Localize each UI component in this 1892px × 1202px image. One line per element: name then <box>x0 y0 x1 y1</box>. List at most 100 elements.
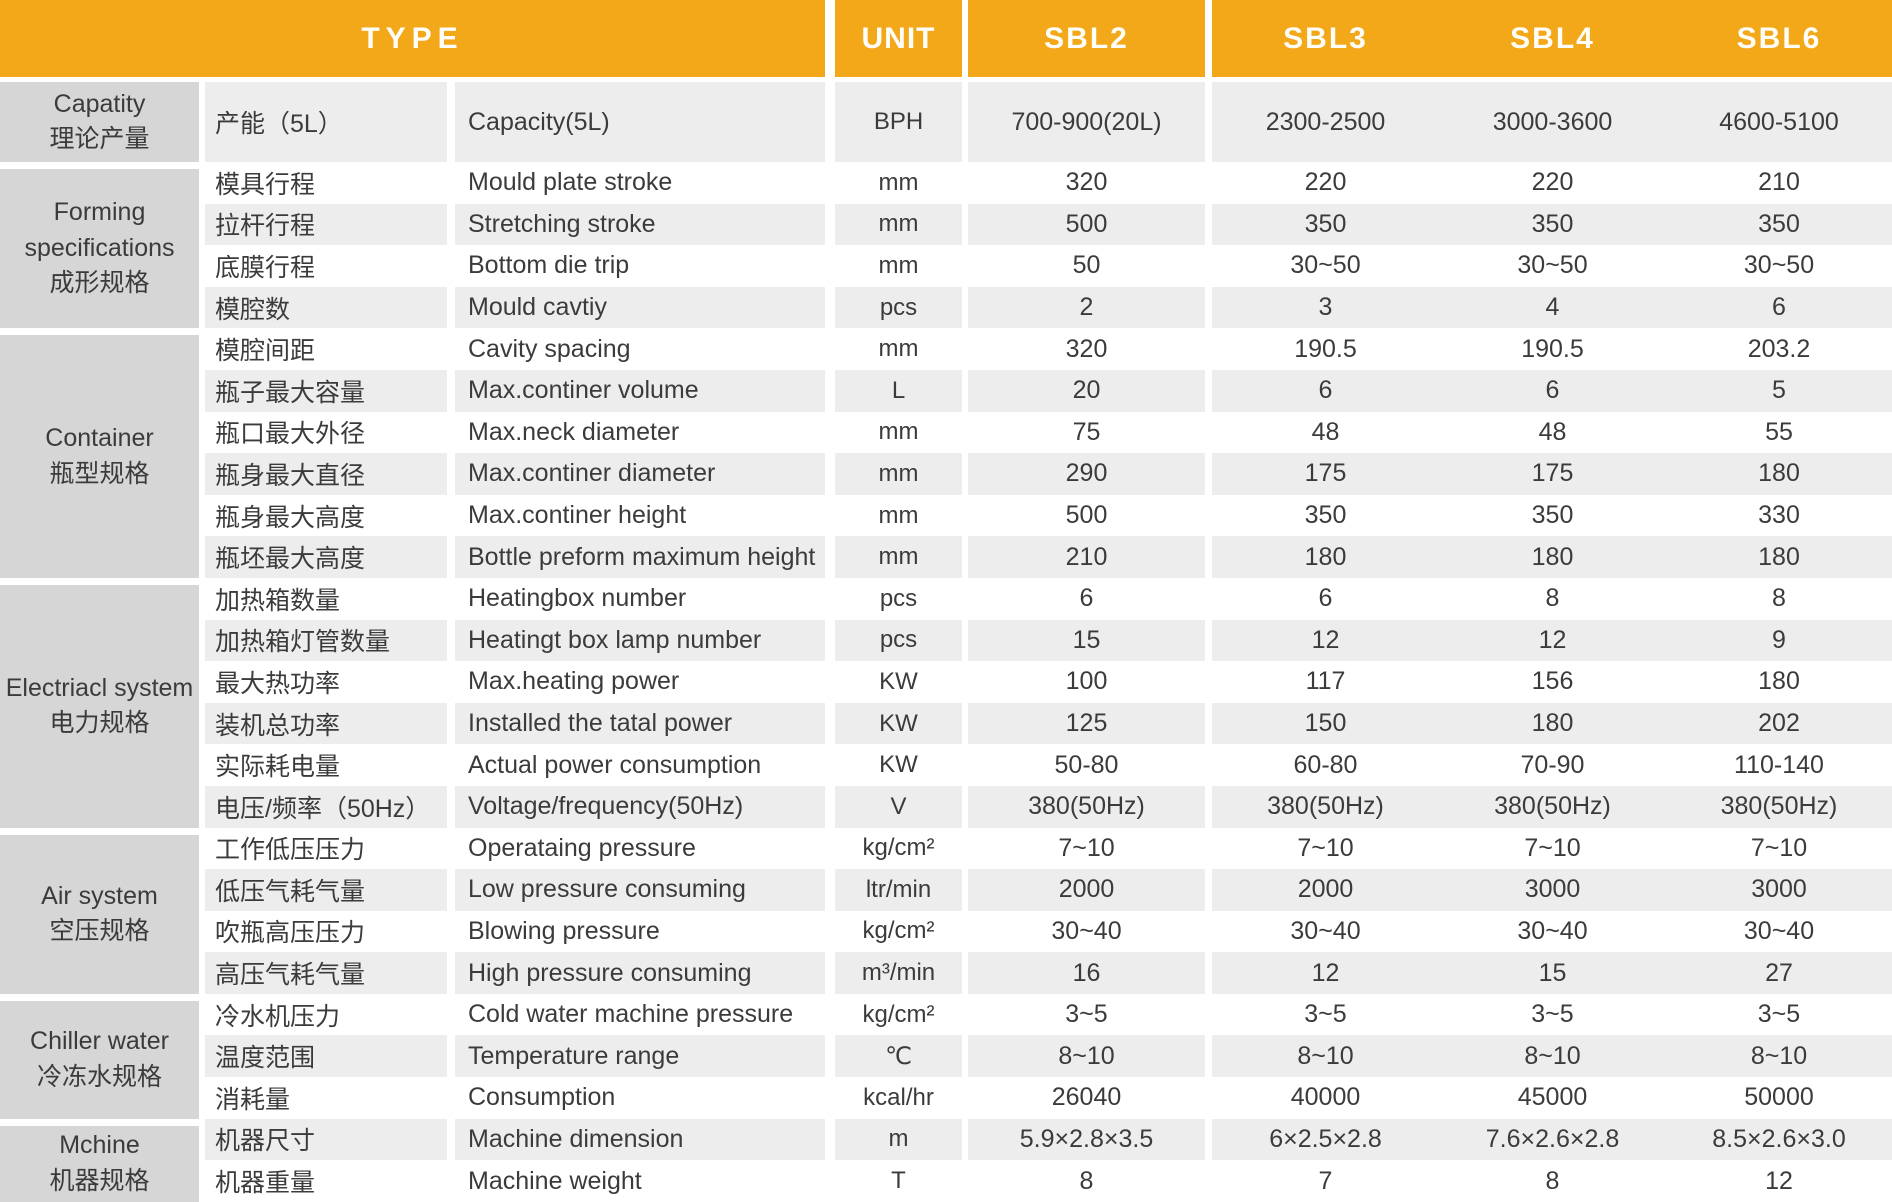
row-value-sbl3: 117 <box>1212 661 1439 703</box>
row-label-cn: 模腔数 <box>205 286 447 329</box>
row-label-cn: 瓶口最大外径 <box>205 411 447 454</box>
row-label-en: Mould plate stroke <box>455 162 825 204</box>
row-value-sbl3: 48 <box>1212 411 1439 454</box>
row-value-sbl3: 180 <box>1212 536 1439 578</box>
row-label-cn: 消耗量 <box>205 1077 447 1119</box>
row-value-sbl4: 3000 <box>1439 869 1666 911</box>
row-value-sbl4: 380(50Hz) <box>1439 785 1666 828</box>
row-label-en: Consumption <box>455 1077 825 1119</box>
group-label-cn: 瓶型规格 <box>49 459 150 488</box>
row-label-en: Max.continer height <box>455 494 825 537</box>
group-label: Air system 空压规格 <box>0 827 199 994</box>
group-label-cn: 理论产量 <box>49 125 150 153</box>
row-unit: ltr/min <box>835 869 962 911</box>
row-value-sbl4: 3000-3600 <box>1439 82 1666 162</box>
row-label-en: Max.continer diameter <box>455 453 825 495</box>
row-value-sbl4: 350 <box>1439 203 1666 246</box>
row-value-sbl6: 27 <box>1666 952 1892 994</box>
header-unit: UNIT <box>835 0 962 77</box>
row-value-sbl2: 6 <box>968 577 1205 620</box>
row-value-sbl3: 6×2.5×2.8 <box>1212 1118 1439 1161</box>
row-value-sbl6: 30~40 <box>1666 910 1892 953</box>
row-value-sbl3: 6 <box>1212 369 1439 412</box>
row-value-sbl4: 3~5 <box>1439 993 1666 1036</box>
row-label-en: Stretching stroke <box>455 203 825 246</box>
row-label-cn: 吹瓶高压压力 <box>205 910 447 953</box>
row-value-sbl6: 3~5 <box>1666 993 1892 1036</box>
row-label-en: Bottle preform maximum height <box>455 536 825 578</box>
row-value-sbl2: 500 <box>968 494 1205 537</box>
row-label-cn: 模腔间距 <box>205 328 447 370</box>
row-value-sbl3: 40000 <box>1212 1077 1439 1119</box>
row-label-en: Installed the tatal power <box>455 702 825 745</box>
row-label-cn: 加热箱灯管数量 <box>205 619 447 662</box>
row-value-sbl4: 8 <box>1439 577 1666 620</box>
row-unit: mm <box>835 162 962 204</box>
row-value-sbl6: 180 <box>1666 536 1892 578</box>
row-label-cn: 机器尺寸 <box>205 1118 447 1161</box>
row-value-sbl4: 15 <box>1439 952 1666 994</box>
row-value-sbl3: 30~50 <box>1212 245 1439 287</box>
row-value-sbl3: 60-80 <box>1212 744 1439 786</box>
row-value-sbl2: 320 <box>968 328 1205 370</box>
row-value-sbl6: 8.5×2.6×3.0 <box>1666 1118 1892 1161</box>
row-value-sbl2: 8~10 <box>968 1035 1205 1078</box>
row-unit: kg/cm² <box>835 910 962 953</box>
row-value-sbl3: 12 <box>1212 952 1439 994</box>
row-value-sbl2: 5.9×2.8×3.5 <box>968 1118 1205 1161</box>
row-label-cn: 模具行程 <box>205 162 447 204</box>
row-value-sbl3: 220 <box>1212 162 1439 204</box>
row-value-sbl4: 70-90 <box>1439 744 1666 786</box>
row-value-sbl6: 9 <box>1666 619 1892 662</box>
row-label-cn: 工作低压压力 <box>205 827 447 870</box>
row-value-sbl2: 700-900(20L) <box>968 82 1205 162</box>
group-label: Capatity 理论产量 <box>0 82 199 162</box>
row-value-sbl4: 156 <box>1439 661 1666 703</box>
row-value-sbl4: 8 <box>1439 1160 1666 1202</box>
row-value-sbl2: 75 <box>968 411 1205 454</box>
row-label-cn: 瓶坯最大高度 <box>205 536 447 578</box>
row-label-en: Max.heating power <box>455 661 825 703</box>
group-label: Container 瓶型规格 <box>0 328 199 578</box>
row-value-sbl6: 8~10 <box>1666 1035 1892 1078</box>
row-value-sbl2: 290 <box>968 453 1205 495</box>
row-value-sbl3: 190.5 <box>1212 328 1439 370</box>
row-value-sbl3: 175 <box>1212 453 1439 495</box>
row-value-sbl2: 7~10 <box>968 827 1205 870</box>
row-value-sbl2: 50-80 <box>968 744 1205 786</box>
group-label-cn: 机器规格 <box>49 1166 150 1195</box>
header-model-sbl2: SBL2 <box>968 0 1205 77</box>
row-value-sbl3: 3~5 <box>1212 993 1439 1036</box>
row-value-sbl2: 2000 <box>968 869 1205 911</box>
row-label-en: Heatingt box lamp number <box>455 619 825 662</box>
header-model-sbl3: SBL3 <box>1212 0 1439 77</box>
row-value-sbl3: 380(50Hz) <box>1212 785 1439 828</box>
row-unit: mm <box>835 536 962 578</box>
row-value-sbl3: 3 <box>1212 286 1439 329</box>
row-value-sbl3: 350 <box>1212 203 1439 246</box>
row-value-sbl4: 48 <box>1439 411 1666 454</box>
row-label-cn: 温度范围 <box>205 1035 447 1078</box>
row-label-cn: 瓶身最大直径 <box>205 453 447 495</box>
row-value-sbl6: 6 <box>1666 286 1892 329</box>
row-value-sbl4: 30~50 <box>1439 245 1666 287</box>
row-value-sbl4: 45000 <box>1439 1077 1666 1119</box>
row-value-sbl4: 4 <box>1439 286 1666 329</box>
row-value-sbl2: 2 <box>968 286 1205 329</box>
row-value-sbl4: 7~10 <box>1439 827 1666 870</box>
row-label-cn: 最大热功率 <box>205 661 447 703</box>
row-unit: mm <box>835 245 962 287</box>
row-value-sbl2: 210 <box>968 536 1205 578</box>
row-value-sbl6: 3000 <box>1666 869 1892 911</box>
row-value-sbl3: 150 <box>1212 702 1439 745</box>
row-value-sbl4: 175 <box>1439 453 1666 495</box>
group-label: Electriacl system 电力规格 <box>0 577 199 828</box>
row-value-sbl6: 110-140 <box>1666 744 1892 786</box>
row-unit: T <box>835 1160 962 1202</box>
row-value-sbl2: 20 <box>968 369 1205 412</box>
row-unit: pcs <box>835 286 962 329</box>
row-value-sbl2: 320 <box>968 162 1205 204</box>
row-label-en: High pressure consuming <box>455 952 825 994</box>
row-value-sbl6: 50000 <box>1666 1077 1892 1119</box>
row-label-cn: 瓶身最大高度 <box>205 494 447 537</box>
